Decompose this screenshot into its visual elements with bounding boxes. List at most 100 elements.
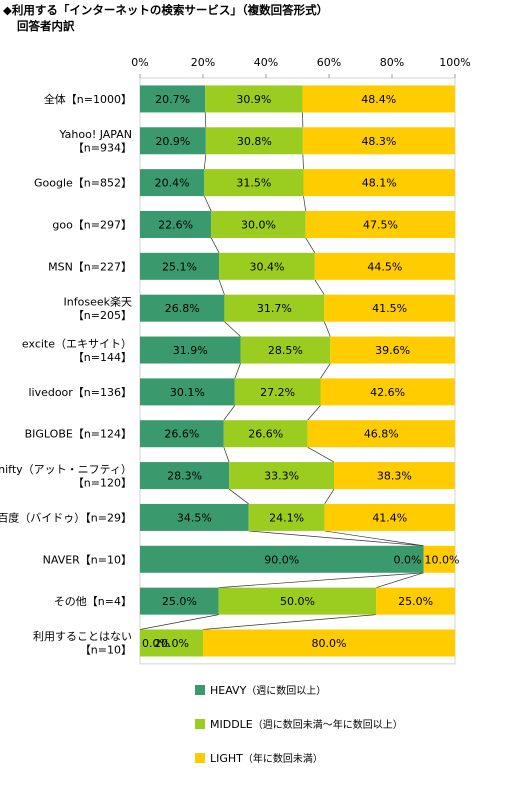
bar-segment-middle bbox=[240, 336, 331, 364]
category-label: MSN【n=227】 bbox=[48, 260, 132, 273]
series-connector bbox=[218, 572, 424, 588]
data-label: 0.0% bbox=[394, 553, 422, 566]
data-label: 30.9% bbox=[236, 93, 271, 106]
legend-swatch bbox=[195, 685, 205, 695]
bar-segment-heavy bbox=[140, 503, 249, 531]
category-label: 利用することはない bbox=[33, 630, 132, 643]
legend-swatch bbox=[195, 719, 205, 729]
data-label: 31.9% bbox=[173, 344, 208, 357]
series-connector bbox=[303, 196, 307, 212]
series-connector bbox=[324, 530, 424, 547]
series-connector bbox=[139, 614, 219, 630]
chart-title: ◆利用する「インターネットの検索サービス」（複数回答形式） 回答者内訳 bbox=[3, 2, 328, 34]
category-label: 全体【n=1000】 bbox=[44, 92, 132, 106]
series-connector bbox=[210, 237, 220, 253]
bar-segment-light bbox=[330, 336, 455, 364]
bar-segment-heavy bbox=[140, 85, 206, 113]
data-label: 26.6% bbox=[248, 428, 283, 441]
category-label: 【n=934】 bbox=[73, 142, 132, 155]
bar-segment-heavy bbox=[140, 545, 424, 573]
legend-code: MIDDLE bbox=[210, 718, 253, 731]
data-label: 20.0% bbox=[154, 637, 189, 650]
series-connector bbox=[228, 488, 249, 505]
bar-segment-heavy bbox=[140, 336, 241, 364]
data-label: 47.5% bbox=[363, 218, 398, 231]
bar-segment-middle bbox=[248, 503, 325, 531]
chart-grid bbox=[139, 77, 456, 665]
bar-segment-light bbox=[302, 85, 455, 113]
bar-segment-heavy bbox=[140, 420, 224, 448]
category-label: 【n=144】 bbox=[73, 351, 132, 364]
bar-segment-heavy bbox=[140, 378, 235, 406]
series-connector bbox=[307, 446, 335, 463]
x-tick-label: 40% bbox=[254, 56, 278, 69]
series-connector bbox=[305, 237, 316, 254]
bar-segment-middle bbox=[205, 85, 303, 113]
bar-segment-middle bbox=[204, 169, 304, 197]
bar-segment-light bbox=[423, 545, 455, 573]
category-label: livedoor【n=136】 bbox=[28, 386, 132, 399]
series-connector bbox=[203, 195, 212, 212]
chart-subtitle: 回答者内訳 bbox=[17, 19, 75, 33]
data-label: 10.0% bbox=[425, 553, 460, 566]
data-label: 48.3% bbox=[361, 135, 396, 148]
bar-segment-light bbox=[302, 127, 455, 155]
category-label: excite（エキサイト） bbox=[22, 337, 132, 350]
data-label: 20.4% bbox=[155, 177, 190, 190]
data-label: 48.4% bbox=[361, 93, 396, 106]
bar-segment-heavy bbox=[140, 210, 212, 238]
category-label: goo【n=297】 bbox=[52, 218, 132, 231]
category-label: Infoseek楽天 bbox=[64, 295, 132, 308]
legend-label: MIDDLE（週に数回未満〜年に数回以上） bbox=[210, 718, 403, 731]
data-label: 34.5% bbox=[177, 511, 212, 524]
series-connector bbox=[314, 279, 325, 295]
data-label: 38.3% bbox=[377, 470, 412, 483]
data-label: 24.1% bbox=[269, 511, 304, 524]
data-label: 26.8% bbox=[165, 302, 200, 315]
x-tick-label: 100% bbox=[439, 56, 470, 69]
x-tick-label: 20% bbox=[191, 56, 215, 69]
data-label: 90.0% bbox=[264, 553, 299, 566]
data-label: 46.8% bbox=[364, 428, 399, 441]
category-label: nifty（アット・ニフティ） bbox=[0, 463, 132, 476]
bar-segment-middle bbox=[223, 420, 308, 448]
data-label: 22.6% bbox=[158, 218, 193, 231]
data-label: 28.3% bbox=[167, 470, 202, 483]
legend: HEAVY（週に数回以上） MIDDLE（週に数回未満〜年に数回以上） LIGHT（… bbox=[195, 684, 403, 765]
bar-segment-light bbox=[314, 252, 455, 280]
legend-description: （年に数回未満） bbox=[243, 752, 323, 765]
data-label: 26.6% bbox=[164, 428, 199, 441]
bar-segment-middle bbox=[219, 252, 315, 280]
category-label: 【n=120】 bbox=[73, 476, 132, 489]
series-connector-lines bbox=[139, 112, 424, 630]
series-connector bbox=[224, 321, 241, 337]
data-label: 30.8% bbox=[237, 135, 272, 148]
data-label: 33.3% bbox=[264, 470, 299, 483]
bar-segment-heavy bbox=[140, 462, 230, 490]
bar-segment-middle bbox=[205, 127, 303, 155]
x-tick-label: 60% bbox=[317, 56, 341, 69]
bar-segment-light bbox=[324, 503, 455, 531]
bar-segment-light bbox=[305, 210, 456, 238]
data-label: 31.5% bbox=[236, 177, 271, 190]
bar-segment-light bbox=[324, 294, 455, 322]
legend-label: HEAVY（週に数回以上） bbox=[210, 684, 326, 697]
bar-segment-light bbox=[320, 378, 455, 406]
x-tick-label: 80% bbox=[380, 56, 404, 69]
bar-segment-middle bbox=[234, 378, 321, 406]
data-label: 0.0% bbox=[142, 637, 170, 650]
data-label: 41.4% bbox=[372, 511, 407, 524]
data-label: 42.6% bbox=[370, 386, 405, 399]
legend-swatch bbox=[195, 753, 205, 763]
bar-segment-middle bbox=[229, 462, 335, 490]
data-label: 30.4% bbox=[249, 260, 284, 273]
data-labels: 20.7% 30.9% 48.4% 20.9% 30.8% 48.3% 20.4% 31.5%… bbox=[142, 93, 459, 650]
x-tick-label: 0% bbox=[131, 56, 148, 69]
category-label: 百度（バイドゥ）【n=29】 bbox=[0, 510, 132, 524]
data-label: 25.0% bbox=[398, 595, 433, 608]
series-connector bbox=[302, 154, 304, 170]
category-label: 【n=205】 bbox=[73, 309, 132, 322]
legend-label: LIGHT（年に数回未満） bbox=[210, 752, 323, 765]
data-label: 25.1% bbox=[162, 260, 197, 273]
